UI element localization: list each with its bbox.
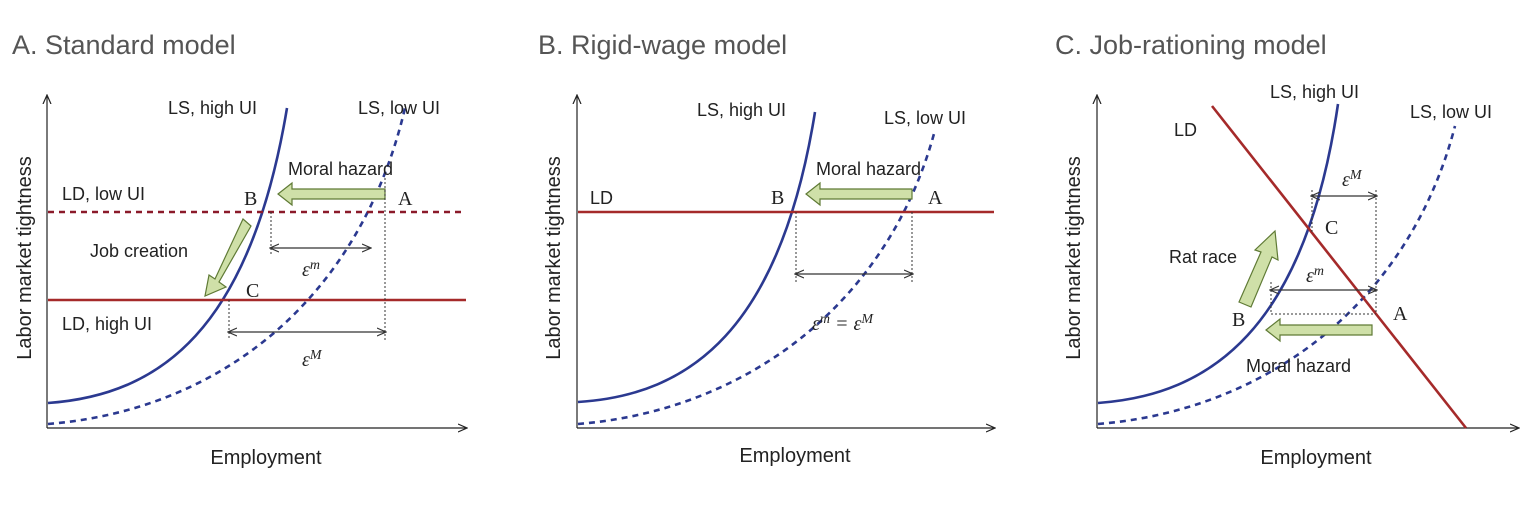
moral-hazard-label: Moral hazard (288, 159, 393, 179)
ls-low-ui-curve (1097, 125, 1457, 426)
job-creation-arrow (204, 218, 252, 297)
x-axis-label: Employment (210, 447, 322, 469)
epsilon-m-label: εm (1306, 264, 1324, 287)
panel-title: A. Standard model (12, 30, 236, 60)
moral-hazard-label: Moral hazard (1246, 356, 1351, 376)
point-c: C (1325, 217, 1338, 239)
panel-title: C. Job-rationing model (1055, 30, 1327, 60)
ls-high-ui-curve (47, 107, 289, 405)
y-axis-label: Labor market tightness (14, 156, 36, 359)
job-creation-label: Job creation (90, 241, 188, 261)
ld-low-label: LD, low UI (62, 184, 145, 204)
ls-low-label: LS, low UI (358, 98, 440, 118)
epsilon-M-label: εM (1342, 168, 1363, 191)
y-axis-label: Labor market tightness (543, 156, 565, 359)
ls-high-ui-curve (577, 111, 817, 404)
ls-high-ui-curve (1097, 103, 1340, 405)
ls-low-label: LS, low UI (1410, 102, 1492, 122)
x-axis-label: Employment (1260, 447, 1372, 469)
point-a: A (928, 187, 943, 209)
ls-high-label: LS, high UI (697, 100, 786, 120)
point-b: B (1232, 309, 1245, 331)
moral-hazard-arrow (277, 181, 386, 207)
rat-race-arrow (1238, 229, 1279, 308)
ls-high-label: LS, high UI (168, 98, 257, 118)
x-axis-label: Employment (739, 445, 851, 467)
point-c: C (246, 280, 259, 302)
ls-high-label: LS, high UI (1270, 82, 1359, 102)
point-a: A (1393, 303, 1408, 325)
epsilon-m-label: εm (302, 258, 320, 281)
panel-b: B. Rigid-wage model Labor market tightne… (538, 30, 994, 467)
panel-title: B. Rigid-wage model (538, 30, 787, 60)
moral-hazard-arrow (805, 181, 913, 207)
rat-race-label: Rat race (1169, 247, 1237, 267)
panel-c: C. Job-rationing model Labor market tigh… (1055, 30, 1518, 469)
epsilon-equality-label: εm = εM (812, 312, 874, 335)
point-b: B (771, 187, 784, 209)
point-a: A (398, 188, 413, 210)
point-b: B (244, 188, 257, 210)
ld-high-label: LD, high UI (62, 314, 152, 334)
panel-a: A. Standard model Labor market tightness… (12, 30, 466, 469)
ld-line (1210, 105, 1468, 429)
epsilon-M-label: εM (302, 348, 323, 371)
y-axis-label: Labor market tightness (1063, 156, 1085, 359)
moral-hazard-arrow (1265, 317, 1373, 343)
ls-low-label: LS, low UI (884, 108, 966, 128)
ld-label: LD (1174, 120, 1197, 140)
moral-hazard-label: Moral hazard (816, 159, 921, 179)
ld-label: LD (590, 188, 613, 208)
